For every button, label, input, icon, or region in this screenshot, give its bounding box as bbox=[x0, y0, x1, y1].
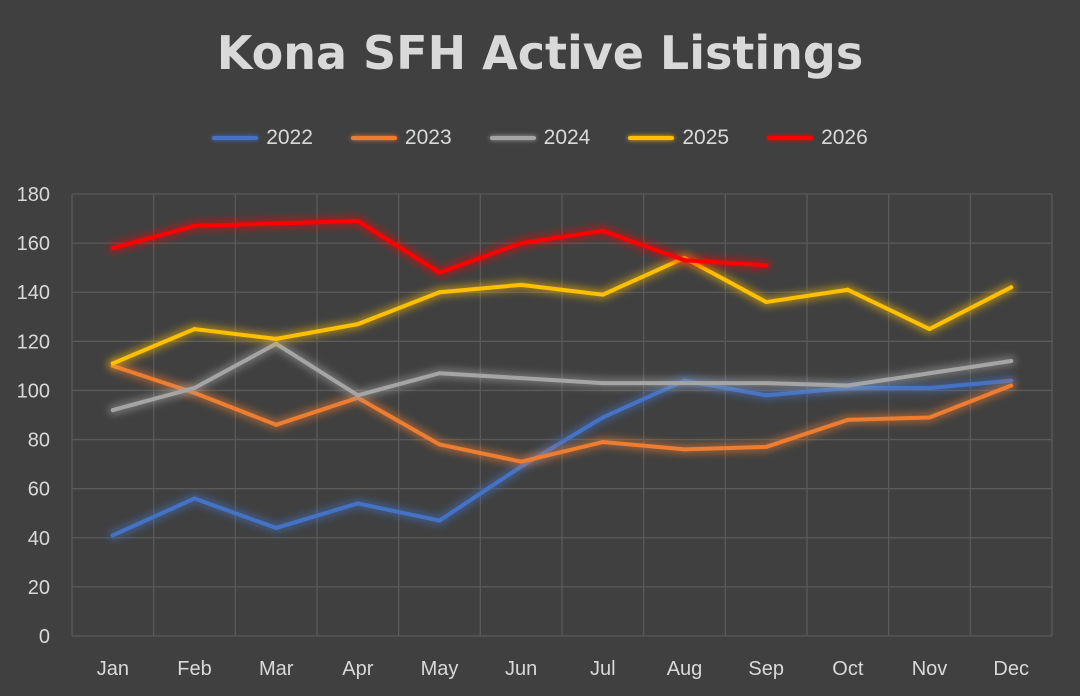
x-tick-label: Nov bbox=[912, 658, 948, 680]
legend-item-2024: 2024 bbox=[489, 126, 591, 150]
legend-swatch bbox=[767, 136, 814, 140]
x-tick-label: Sep bbox=[748, 658, 784, 680]
data-point bbox=[1009, 358, 1014, 363]
axis-labels: 0 20 40 60 80 100 120 140 160 180 Jan Feb Mar Apr May J… bbox=[17, 184, 1029, 680]
x-tick-label: Oct bbox=[832, 658, 864, 680]
series-lines bbox=[108, 216, 1016, 540]
data-point bbox=[192, 496, 197, 501]
data-point bbox=[845, 287, 850, 292]
data-point bbox=[845, 383, 850, 388]
series-line bbox=[110, 363, 1014, 464]
data-point bbox=[927, 385, 932, 390]
data-point bbox=[519, 376, 524, 381]
legend: 2022 2023 2024 2025 2026 bbox=[0, 126, 1080, 150]
data-point bbox=[437, 371, 442, 376]
data-point bbox=[274, 422, 279, 427]
series-line bbox=[110, 341, 1014, 413]
data-point bbox=[110, 408, 115, 413]
legend-item-2022: 2022 bbox=[212, 126, 313, 150]
data-point bbox=[355, 393, 360, 398]
series-2024 bbox=[108, 339, 1016, 415]
y-tick-label: 180 bbox=[17, 184, 50, 206]
data-point bbox=[927, 371, 932, 376]
data-point bbox=[355, 322, 360, 327]
y-tick-label: 160 bbox=[17, 233, 50, 255]
series-2026 bbox=[108, 216, 771, 278]
data-point bbox=[110, 246, 115, 251]
data-point bbox=[274, 221, 279, 226]
legend-item-2025: 2025 bbox=[628, 126, 729, 150]
data-point bbox=[764, 300, 769, 305]
data-point bbox=[764, 393, 769, 398]
x-tick-label: Aug bbox=[667, 658, 703, 680]
y-tick-label: 0 bbox=[39, 626, 50, 648]
x-tick-label: Jun bbox=[505, 658, 537, 680]
legend-swatch bbox=[489, 136, 536, 140]
data-point bbox=[437, 518, 442, 523]
data-point bbox=[192, 327, 197, 332]
data-point bbox=[927, 415, 932, 420]
legend-item-2026: 2026 bbox=[767, 126, 868, 150]
data-point bbox=[519, 459, 524, 464]
legend-label: 2023 bbox=[404, 126, 452, 149]
series-2025 bbox=[108, 253, 1016, 368]
y-tick-label: 140 bbox=[17, 282, 50, 304]
data-point bbox=[764, 263, 769, 268]
data-point bbox=[1009, 285, 1014, 290]
y-tick-label: 60 bbox=[28, 479, 50, 501]
x-tick-label: Dec bbox=[993, 658, 1029, 680]
data-point bbox=[764, 381, 769, 386]
data-point bbox=[192, 223, 197, 228]
chart-title: Kona SFH Active Listings bbox=[216, 26, 864, 80]
y-tick-label: 20 bbox=[28, 577, 50, 599]
y-tick-label: 80 bbox=[28, 430, 50, 452]
data-point bbox=[682, 258, 687, 263]
data-point bbox=[274, 336, 279, 341]
data-point bbox=[192, 385, 197, 390]
legend-label: 2024 bbox=[543, 126, 591, 149]
legend-item-2023: 2023 bbox=[350, 126, 452, 150]
data-point bbox=[437, 442, 442, 447]
legend-swatch bbox=[350, 136, 397, 140]
x-tick-label: Jan bbox=[97, 658, 129, 680]
data-point bbox=[355, 219, 360, 224]
x-tick-label: Feb bbox=[177, 658, 211, 680]
data-point bbox=[600, 440, 605, 445]
data-point bbox=[600, 292, 605, 297]
data-point bbox=[110, 533, 115, 538]
data-point bbox=[1009, 383, 1014, 388]
data-point bbox=[600, 381, 605, 386]
x-tick-label: Apr bbox=[342, 658, 373, 680]
y-tick-label: 40 bbox=[28, 528, 50, 550]
legend-swatch bbox=[212, 136, 259, 140]
legend-label: 2026 bbox=[821, 126, 868, 149]
data-point bbox=[110, 361, 115, 366]
x-tick-label: May bbox=[421, 658, 459, 680]
data-point bbox=[764, 444, 769, 449]
data-point bbox=[682, 447, 687, 452]
data-point bbox=[519, 282, 524, 287]
x-tick-label: Mar bbox=[259, 658, 294, 680]
data-point bbox=[274, 525, 279, 530]
y-tick-label: 100 bbox=[17, 380, 50, 402]
legend-label: 2025 bbox=[682, 126, 730, 149]
data-point bbox=[682, 381, 687, 386]
data-point bbox=[437, 290, 442, 295]
data-point bbox=[927, 327, 932, 332]
data-point bbox=[600, 228, 605, 233]
data-point bbox=[355, 501, 360, 506]
x-tick-label: Jul bbox=[590, 658, 616, 680]
legend-swatch bbox=[628, 136, 675, 140]
data-point bbox=[845, 417, 850, 422]
data-point bbox=[519, 241, 524, 246]
data-point bbox=[437, 270, 442, 275]
legend-label: 2022 bbox=[266, 126, 313, 149]
data-point bbox=[600, 415, 605, 420]
y-tick-label: 120 bbox=[17, 331, 50, 353]
series-line bbox=[110, 255, 1014, 366]
